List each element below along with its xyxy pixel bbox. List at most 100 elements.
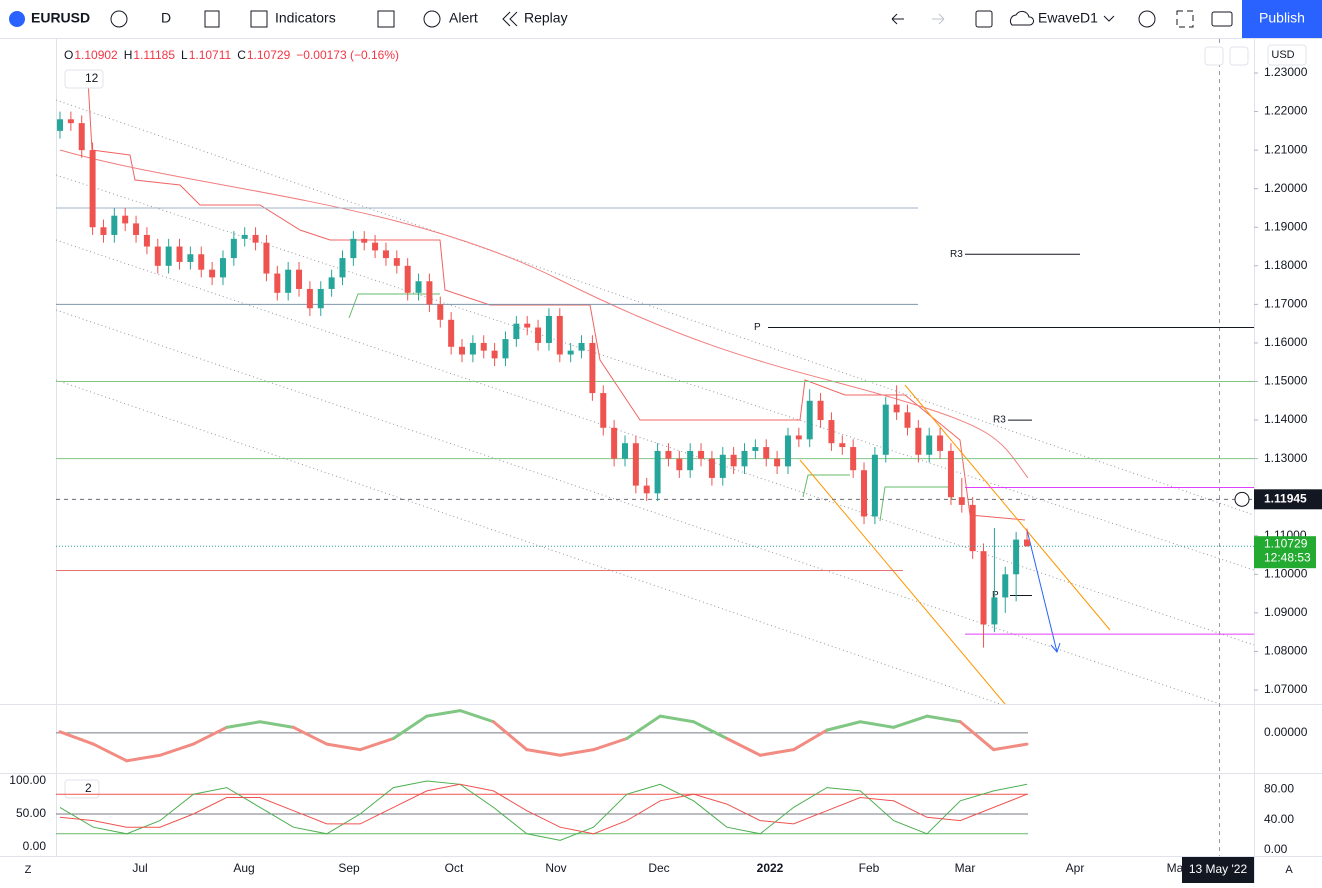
candle-body <box>57 119 63 131</box>
zoom-button[interactable]: Z <box>25 864 32 876</box>
currency[interactable]: USD <box>1271 49 1294 61</box>
study-toggle[interactable] <box>64 69 104 89</box>
osc-segment <box>792 728 829 752</box>
time-label: Dec <box>648 861 669 875</box>
price-label: 1.14000 <box>1264 412 1308 426</box>
crosshair-date: 13 May '22 <box>1189 862 1248 876</box>
osc-segment <box>491 720 529 752</box>
osc-segment <box>825 720 862 732</box>
osc-label: 0.00000 <box>1264 725 1308 739</box>
candle-body <box>491 350 498 359</box>
osc-segment <box>325 742 362 752</box>
time-label: Nov <box>545 861 566 875</box>
candle-body <box>393 258 400 266</box>
pivot-label: P <box>992 590 999 601</box>
snapshot[interactable] <box>1211 11 1233 27</box>
publish[interactable]: Publish <box>1259 10 1305 26</box>
cloud-icon[interactable] <box>1009 10 1034 26</box>
candle-body <box>915 427 922 455</box>
alert-icon[interactable] <box>423 10 441 28</box>
redo[interactable] <box>932 13 945 25</box>
time-label: Apr <box>1066 861 1085 875</box>
candle-body <box>871 454 878 517</box>
candle-body <box>524 323 531 328</box>
channel-line <box>55 239 1255 646</box>
fullscreen[interactable] <box>1176 10 1194 28</box>
price-label: 1.17000 <box>1264 297 1308 311</box>
auto-button[interactable]: A <box>1285 864 1293 876</box>
time-label: Jul <box>132 861 147 875</box>
candle-body <box>230 238 237 259</box>
candle-body <box>698 450 705 459</box>
interval[interactable]: D <box>161 10 171 26</box>
candle-body <box>545 315 552 343</box>
price-label: 1.22000 <box>1264 104 1308 118</box>
candle-body <box>415 281 422 293</box>
price-label: 1.21000 <box>1264 142 1308 156</box>
candle-body <box>502 339 509 359</box>
candle-body <box>806 400 813 440</box>
layout-menu[interactable] <box>1103 15 1115 22</box>
price-label: 1.16000 <box>1264 335 1308 349</box>
candle-body <box>774 458 781 467</box>
candle-body <box>111 215 118 235</box>
study-toggle[interactable] <box>64 779 100 799</box>
candle-body <box>632 443 639 486</box>
candle-body <box>165 246 172 266</box>
candle-body <box>980 551 987 625</box>
osc-segment <box>58 730 95 746</box>
replay[interactable]: Replay <box>524 10 568 26</box>
symbol[interactable]: EURUSD <box>31 10 90 26</box>
legend-value: 1.10729 <box>247 48 291 62</box>
price-label: 1.09000 <box>1264 605 1308 619</box>
channel-lines <box>55 99 1255 705</box>
crosshair-plus <box>1234 491 1250 507</box>
candle-body <box>252 234 259 243</box>
study-count[interactable]: 2 <box>85 781 92 795</box>
candle-body <box>350 238 357 259</box>
reset-button[interactable] <box>1229 46 1249 66</box>
undo[interactable] <box>891 13 904 25</box>
chart-type[interactable] <box>204 10 220 28</box>
last-price-badge <box>1254 536 1316 569</box>
candle-body <box>285 269 292 293</box>
osc-segment <box>958 720 996 752</box>
osc-segment <box>858 720 896 729</box>
osc-segment <box>358 737 395 752</box>
candle-body <box>958 497 965 505</box>
candle-body <box>306 288 313 309</box>
osc-segment <box>125 753 162 763</box>
scroll-button[interactable] <box>1204 46 1224 66</box>
osc-segment <box>992 742 1029 752</box>
candle-body <box>469 342 476 355</box>
price-label: 1.13000 <box>1264 451 1308 465</box>
symbol-icon[interactable] <box>9 11 25 27</box>
add-symbol[interactable] <box>110 10 128 28</box>
publish-button[interactable] <box>1242 0 1322 38</box>
alert[interactable]: Alert <box>449 10 478 26</box>
layout-name[interactable]: EwaveD1 <box>1038 10 1098 26</box>
candle-body <box>752 447 759 451</box>
price-label: 1.18000 <box>1264 258 1308 272</box>
candle-body <box>89 150 96 228</box>
stoch-label: 100.00 <box>9 773 46 787</box>
fullscreen-toggle[interactable] <box>975 10 993 28</box>
candle-body <box>708 458 715 478</box>
osc-segment <box>158 742 195 757</box>
study-count[interactable]: 12 <box>85 71 99 85</box>
candle-body <box>154 246 161 266</box>
osc-segment <box>892 714 929 729</box>
legend-value: 1.11185 <box>133 48 175 62</box>
settings[interactable] <box>1138 10 1156 28</box>
candle-body <box>209 269 216 278</box>
candle-body <box>763 447 770 459</box>
indicators-icon[interactable] <box>250 10 268 28</box>
candle-body <box>296 269 303 289</box>
replay-icon[interactable] <box>502 11 518 27</box>
currency-box[interactable] <box>1267 44 1307 66</box>
templates[interactable] <box>377 10 395 28</box>
indicators[interactable]: Indicators <box>275 10 336 26</box>
time-label: Oct <box>445 861 464 875</box>
